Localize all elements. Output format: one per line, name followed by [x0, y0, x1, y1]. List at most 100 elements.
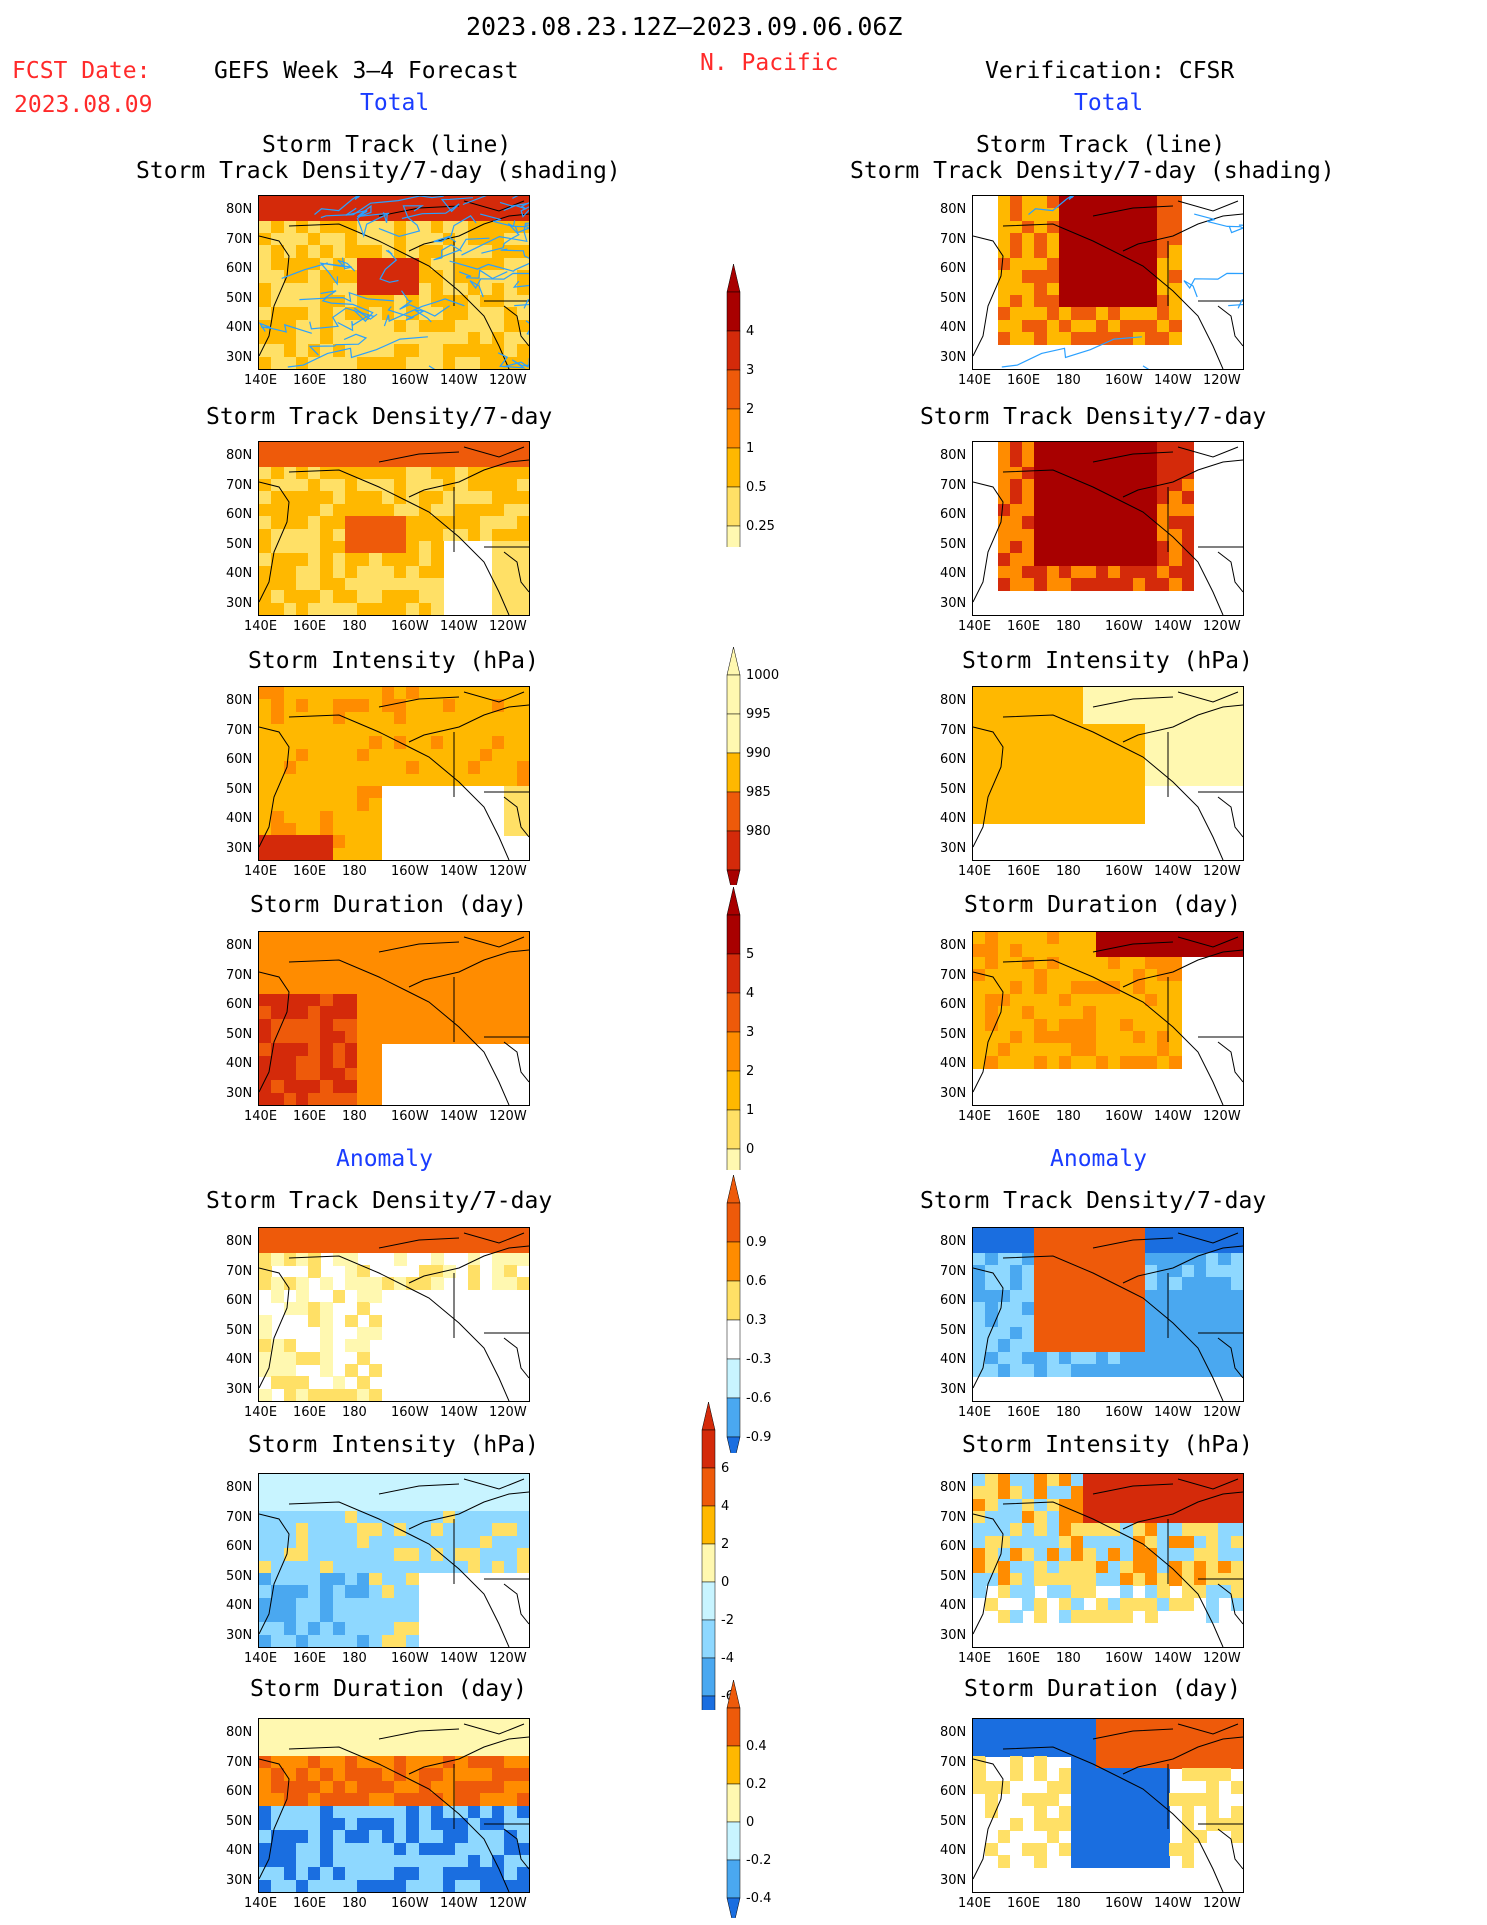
grid-cell	[997, 319, 1011, 333]
grid-cell	[997, 331, 1011, 345]
storm-track-line	[399, 290, 450, 317]
grid-cell	[295, 196, 309, 209]
lat-tick-label: 60N	[226, 752, 253, 767]
lat-tick-label: 60N	[940, 997, 967, 1012]
grid-cell	[295, 245, 309, 259]
right-intensity-map	[972, 686, 1244, 861]
colorbar-segment	[701, 1429, 716, 1469]
lon-tick-label: 180	[342, 373, 367, 388]
grid-cell	[295, 307, 309, 321]
grid-cell	[1071, 196, 1085, 209]
lon-tick-label: 160E	[293, 1651, 327, 1666]
grid-cell	[504, 319, 518, 333]
grid-cell	[406, 356, 420, 369]
grid-cell	[271, 270, 285, 284]
lon-tick-label: 160W	[1105, 1109, 1143, 1124]
colorbar-segment	[726, 1280, 741, 1321]
storm-track-line	[514, 224, 529, 234]
grid-cell	[369, 245, 383, 259]
lat-tick-label: 30N	[226, 1381, 253, 1397]
grid-cell	[1058, 331, 1072, 345]
lon-tick-label: 180	[342, 1405, 367, 1420]
lat-tick-label: 80N	[940, 1234, 967, 1249]
lat-tick-label: 30N	[940, 1085, 967, 1101]
colorbar-segment	[726, 330, 741, 371]
lat-tick-label: 50N	[940, 1026, 967, 1042]
colorbar-segment	[701, 1581, 716, 1621]
grid-cell	[1071, 270, 1085, 284]
lon-tick-label: 140W	[440, 1405, 478, 1420]
grid-cell	[357, 282, 371, 296]
lat-tick-label: 70N	[226, 477, 253, 493]
grid-cell	[1034, 196, 1048, 209]
lat-tick-label: 40N	[226, 1843, 253, 1858]
lat-tick-label: 40N	[226, 320, 253, 335]
grid-cell	[295, 344, 309, 358]
grid-cell	[1071, 331, 1085, 345]
grid-cell	[369, 344, 383, 358]
colorbar-segment	[726, 992, 741, 1033]
left-p3-title: Storm Intensity (hPa)	[248, 648, 539, 674]
storm-track-line	[308, 333, 368, 356]
lat-tick-label: 40N	[226, 811, 253, 826]
intensity-colorbar: 1000 995 990 985 980	[726, 646, 779, 885]
storm-track-line	[525, 320, 529, 335]
lon-tick-label: 160E	[293, 864, 327, 879]
colorbar-segment	[726, 1358, 741, 1399]
grid-cell	[443, 331, 456, 345]
left-duration-map	[258, 931, 530, 1106]
grid-cell	[443, 257, 456, 271]
lat-tick-label: 40N	[940, 811, 967, 826]
grid-cell	[492, 270, 506, 284]
grid-cell	[332, 196, 346, 209]
lat-tick-label: 80N	[940, 1480, 967, 1495]
colorbar-segment	[726, 1202, 741, 1243]
colorbar-segment	[726, 953, 741, 994]
storm-track-line	[512, 196, 529, 218]
coastline	[973, 446, 1243, 615]
grid-cell	[1046, 245, 1060, 259]
colorbar-segment	[701, 1505, 716, 1545]
lon-tick-label: 180	[342, 1651, 367, 1666]
storm-track-line	[458, 269, 508, 280]
grid-cell	[381, 294, 395, 308]
colorbar-segment	[726, 1783, 741, 1823]
grid-cell	[430, 331, 444, 345]
right-p1-title-1: Storm Track (line)	[976, 132, 1226, 158]
left-intensity-anomaly-map	[258, 1473, 530, 1648]
grid-cell	[320, 344, 334, 358]
grid-cell	[295, 294, 309, 308]
lat-tick-label: 50N	[226, 1813, 253, 1829]
grid-cell	[1022, 307, 1035, 321]
grid-cell	[455, 356, 469, 369]
grid-cell	[381, 196, 395, 209]
colorbar-segment	[726, 1319, 741, 1360]
grid-cell	[1046, 196, 1060, 209]
coastline	[259, 1723, 529, 1892]
grid-cell	[283, 344, 297, 358]
colorbar-tick-label: -0.2	[746, 1853, 771, 1868]
lat-tick-label: 80N	[226, 202, 253, 217]
lat-tick-label: 70N	[940, 231, 967, 247]
grid-cell	[479, 331, 493, 345]
lat-tick-label: 30N	[940, 1381, 967, 1397]
lon-tick-label: 160E	[293, 373, 327, 388]
grid-cell	[418, 282, 432, 296]
lat-tick-label: 80N	[226, 1480, 253, 1495]
grid-cell	[394, 319, 407, 333]
colorbar-segment	[701, 1619, 716, 1659]
colorbar-bottom-arrow	[726, 1897, 741, 1918]
lon-tick-label: 180	[342, 864, 367, 879]
coastline	[259, 196, 529, 369]
grid-cell	[1034, 208, 1048, 222]
grid-cell	[283, 307, 297, 321]
colorbar-segment	[726, 525, 741, 547]
grid-cell	[1009, 196, 1023, 209]
grid-cell	[283, 245, 297, 259]
colorbar-segment	[726, 830, 741, 871]
lon-tick-label: 120W	[489, 1109, 527, 1124]
grid-cell	[406, 233, 420, 247]
colorbar-tick-label: -4	[721, 1651, 734, 1666]
grid-cell	[271, 344, 285, 358]
grid-cell	[1083, 257, 1097, 271]
